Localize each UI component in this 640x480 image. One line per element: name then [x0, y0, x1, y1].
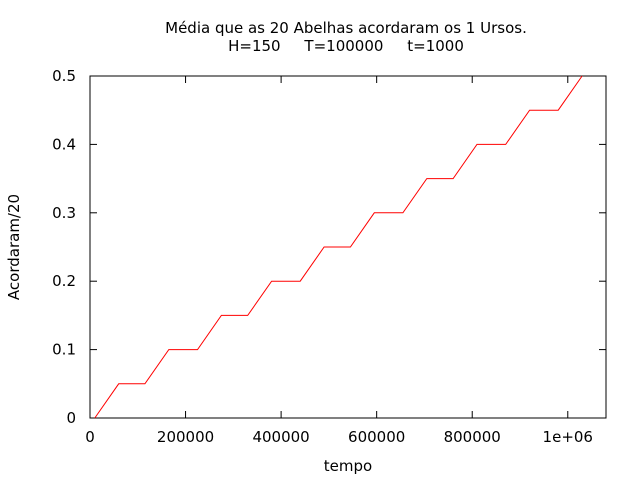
- chart-title-line2: H=150 T=100000 t=1000: [228, 37, 464, 55]
- series-group: [94, 75, 583, 419]
- chart-title-line1: Média que as 20 Abelhas acordaram os 1 U…: [165, 19, 527, 37]
- plot-frame: [89, 75, 607, 419]
- y-tick-label: 0.5: [52, 67, 76, 85]
- y-tick-label: 0.2: [52, 272, 76, 290]
- x-axis-label: tempo: [324, 457, 372, 475]
- x-tick-label: 400000: [252, 428, 309, 446]
- y-tick-label: 0.4: [52, 135, 76, 153]
- y-tick-label: 0.3: [52, 204, 76, 222]
- x-tick-label: 800000: [444, 428, 501, 446]
- series-line: [94, 75, 583, 419]
- x-tick-label: 600000: [348, 428, 405, 446]
- x-tick-label: 1e+06: [543, 428, 593, 446]
- y-tick-label: 0.1: [52, 341, 76, 359]
- y-axis-label: Acordaram/20: [5, 194, 23, 300]
- x-tick-label: 0: [85, 428, 95, 446]
- y-tick-label: 0: [66, 409, 76, 427]
- axis-ticks: 0 200000 400000 600000 800000 1e+06 0 0.1 0.2 0.3…: [52, 67, 606, 446]
- x-tick-label: 200000: [157, 428, 214, 446]
